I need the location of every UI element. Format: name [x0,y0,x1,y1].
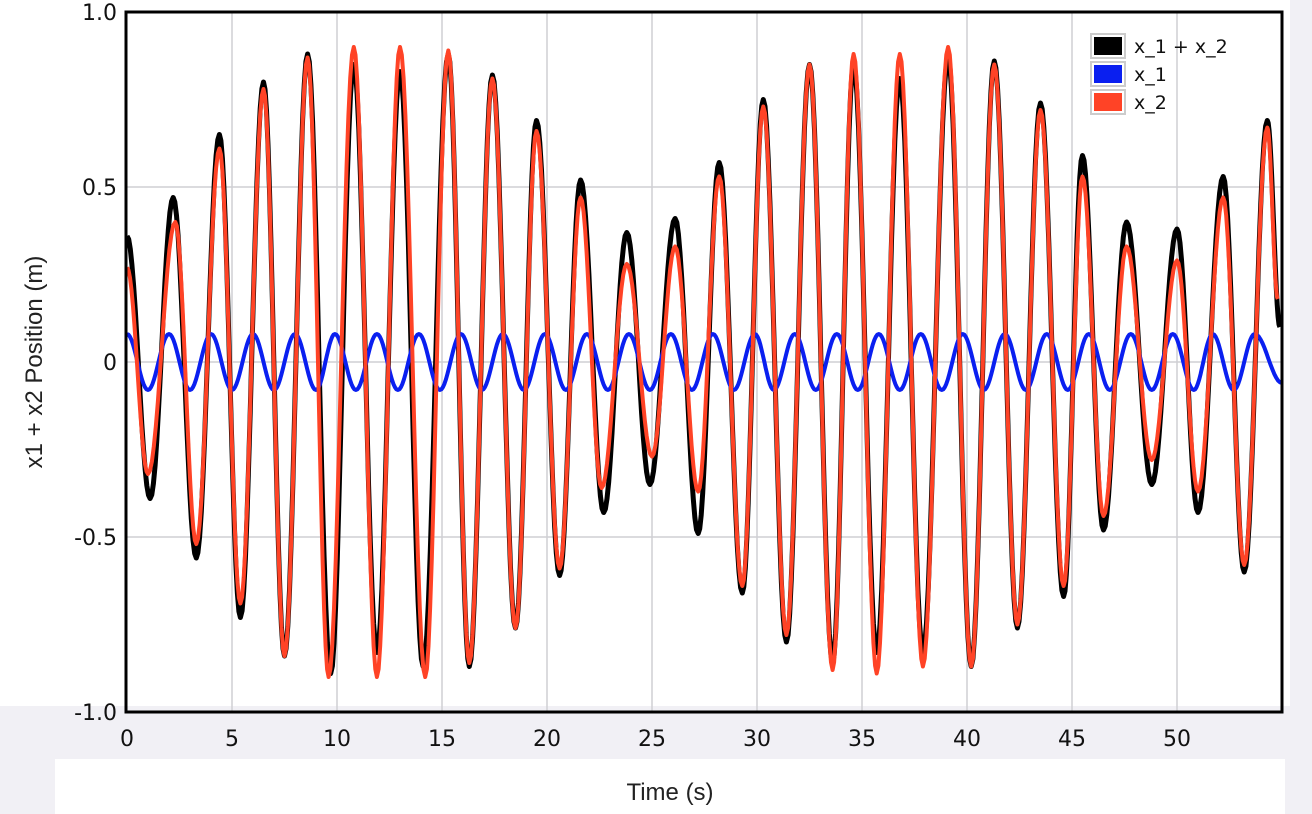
x-tick-label: 30 [743,727,771,752]
y-axis-label: x1 + x2 Position (m) [21,256,48,469]
legend-label: x_2 [1134,92,1167,114]
x-tick-label: 0 [120,727,134,752]
series-line-x-2 [127,45,1280,679]
legend: x_1 + x_2 x_1 x_2 [1090,33,1228,115]
legend-label: x_1 + x_2 [1134,36,1228,58]
legend-swatch [1094,37,1122,55]
y-tick-label: -0.5 [74,526,117,551]
y-tick-label: 0.5 [82,176,117,201]
x-tick-label: 35 [848,727,876,752]
y-tick-label: -1.0 [74,701,117,726]
legend-swatch [1094,65,1122,83]
x-tick-label: 50 [1163,727,1191,752]
plot-border [124,10,1284,714]
y-axis-ticks: 1.0 0.5 0 -0.5 -1.0 [74,1,117,726]
x-tick-label: 45 [1058,727,1086,752]
xlabel-band [55,759,1285,814]
x-axis-label: Time (s) [626,779,713,806]
x-tick-label: 25 [638,727,666,752]
x-tick-label: 10 [323,727,351,752]
x-tick-label: 5 [225,727,239,752]
x-tick-label: 20 [533,727,561,752]
x-tick-label: 40 [953,727,981,752]
x-tick-label: 15 [428,727,456,752]
legend-swatch [1094,93,1122,111]
legend-label: x_1 [1134,64,1167,86]
y-tick-label: 0 [103,351,117,376]
y-tick-label: 1.0 [82,1,117,26]
x-axis-ticks: 0 5 10 15 20 25 30 35 40 45 50 [120,727,1191,752]
series-lines [127,45,1282,679]
